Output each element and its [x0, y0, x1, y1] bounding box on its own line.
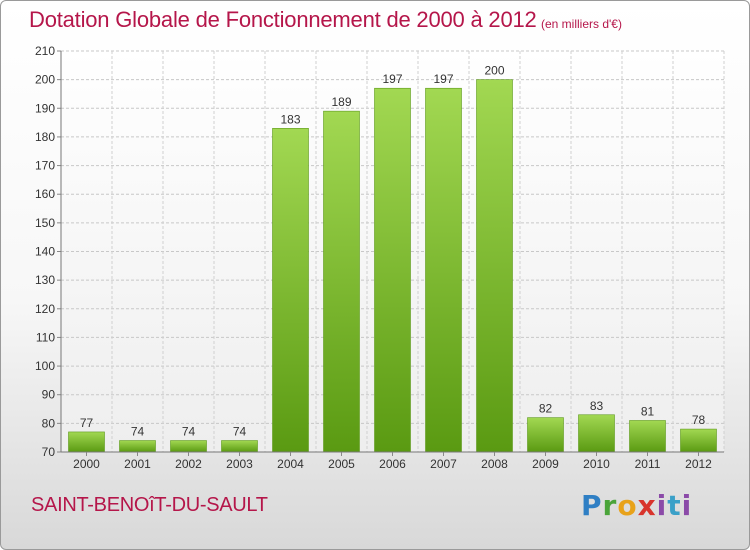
- x-tick-label: 2012: [685, 457, 712, 471]
- bar-2010: [578, 414, 615, 453]
- y-tick-label: 130: [35, 273, 55, 287]
- value-label: 81: [641, 404, 655, 418]
- bar-2008: [476, 79, 513, 453]
- bar-2005: [323, 110, 360, 453]
- y-tick-label: 140: [35, 245, 55, 259]
- y-tick-label: 190: [35, 101, 55, 115]
- unit-note: (en milliers d'€): [541, 17, 622, 31]
- y-tick-label: 110: [36, 330, 55, 344]
- value-label: 74: [182, 425, 196, 439]
- y-tick-label: 150: [35, 216, 55, 230]
- bar-2000: [68, 431, 105, 453]
- axis-layer: 7080901001101201301401501601701801902002…: [35, 44, 724, 471]
- bar-2011: [629, 420, 666, 453]
- value-label: 183: [280, 112, 300, 126]
- x-tick-label: 2004: [277, 457, 304, 471]
- bar-layer: 77 74 74 74 183 189 197 197 200 82 83 81 78: [68, 64, 717, 453]
- value-label: 78: [692, 413, 706, 427]
- bar-2003: [221, 440, 258, 453]
- x-tick-label: 2001: [124, 457, 151, 471]
- bar-2004: [272, 128, 309, 453]
- y-tick-label: 170: [35, 159, 55, 173]
- x-tick-label: 2008: [481, 457, 508, 471]
- x-tick-label: 2002: [175, 457, 202, 471]
- place-name: SAINT-BENOîT-DU-SAULT: [31, 494, 268, 516]
- x-tick-label: 2011: [635, 457, 661, 471]
- x-tick-label: 2007: [430, 457, 457, 471]
- y-tick-label: 100: [35, 359, 55, 373]
- x-tick-label: 2006: [379, 457, 406, 471]
- value-label: 77: [80, 416, 94, 430]
- y-tick-label: 90: [42, 388, 56, 402]
- proxiti-logo: Proxiti: [581, 489, 693, 522]
- value-label: 197: [433, 72, 453, 86]
- y-tick-label: 200: [35, 73, 55, 87]
- bar-2001: [119, 440, 156, 453]
- value-label: 197: [382, 72, 402, 86]
- value-label: 189: [331, 95, 351, 109]
- bar-2012: [680, 428, 717, 453]
- y-tick-label: 120: [35, 302, 55, 316]
- bar-2006: [374, 87, 411, 453]
- bar-2002: [170, 440, 207, 453]
- value-label: 82: [539, 402, 553, 416]
- value-label: 74: [233, 425, 247, 439]
- value-label: 74: [131, 425, 145, 439]
- y-tick-label: 70: [42, 445, 56, 459]
- chart-title: Dotation Globale de Fonctionnement de 20…: [29, 7, 537, 32]
- y-tick-label: 180: [35, 130, 55, 144]
- value-label: 200: [484, 64, 504, 78]
- bar-2009: [527, 417, 564, 453]
- y-tick-label: 210: [35, 44, 55, 58]
- x-tick-label: 2010: [583, 457, 610, 471]
- y-tick-label: 80: [42, 416, 56, 430]
- y-tick-label: 160: [35, 187, 55, 201]
- x-tick-label: 2005: [328, 457, 355, 471]
- x-tick-label: 2009: [532, 457, 559, 471]
- x-tick-label: 2003: [226, 457, 253, 471]
- bar-2007: [425, 87, 462, 453]
- x-tick-label: 2000: [73, 457, 100, 471]
- value-label: 83: [590, 399, 604, 413]
